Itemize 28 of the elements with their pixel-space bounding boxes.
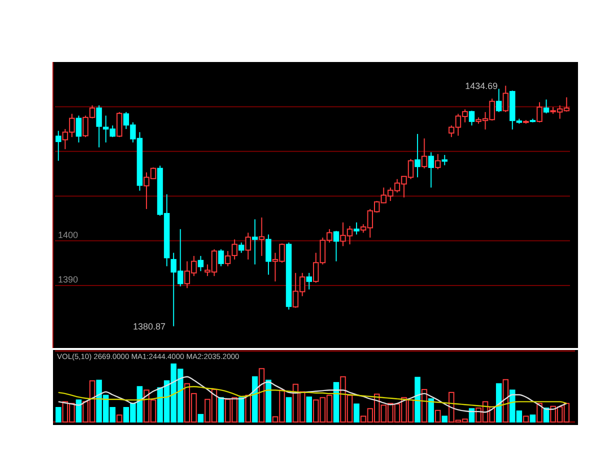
bar: [536, 402, 542, 422]
bar: [252, 376, 258, 422]
bar: [286, 397, 292, 422]
bar: [238, 397, 244, 422]
bar: [530, 414, 536, 422]
bar: [218, 397, 224, 422]
annotation: 1380.87: [133, 321, 166, 332]
bar: [428, 398, 434, 422]
bar: [502, 379, 508, 422]
bar: [56, 407, 62, 422]
bar: [198, 414, 204, 422]
bar: [116, 414, 122, 422]
bar: [442, 416, 448, 422]
bar: [414, 376, 420, 422]
bar: [468, 408, 475, 422]
bar: [306, 396, 312, 422]
bar: [523, 416, 529, 422]
bar: [266, 380, 272, 422]
bar: [333, 382, 340, 422]
annotation: 1434.69: [465, 80, 498, 91]
y-tick-label: 1390: [58, 274, 78, 284]
bar: [434, 410, 441, 422]
bar: [258, 368, 265, 422]
bar: [76, 399, 82, 422]
bar: [245, 394, 251, 422]
bar: [354, 404, 360, 422]
y-tick-label: 1400: [58, 230, 78, 240]
bar: [496, 383, 502, 422]
